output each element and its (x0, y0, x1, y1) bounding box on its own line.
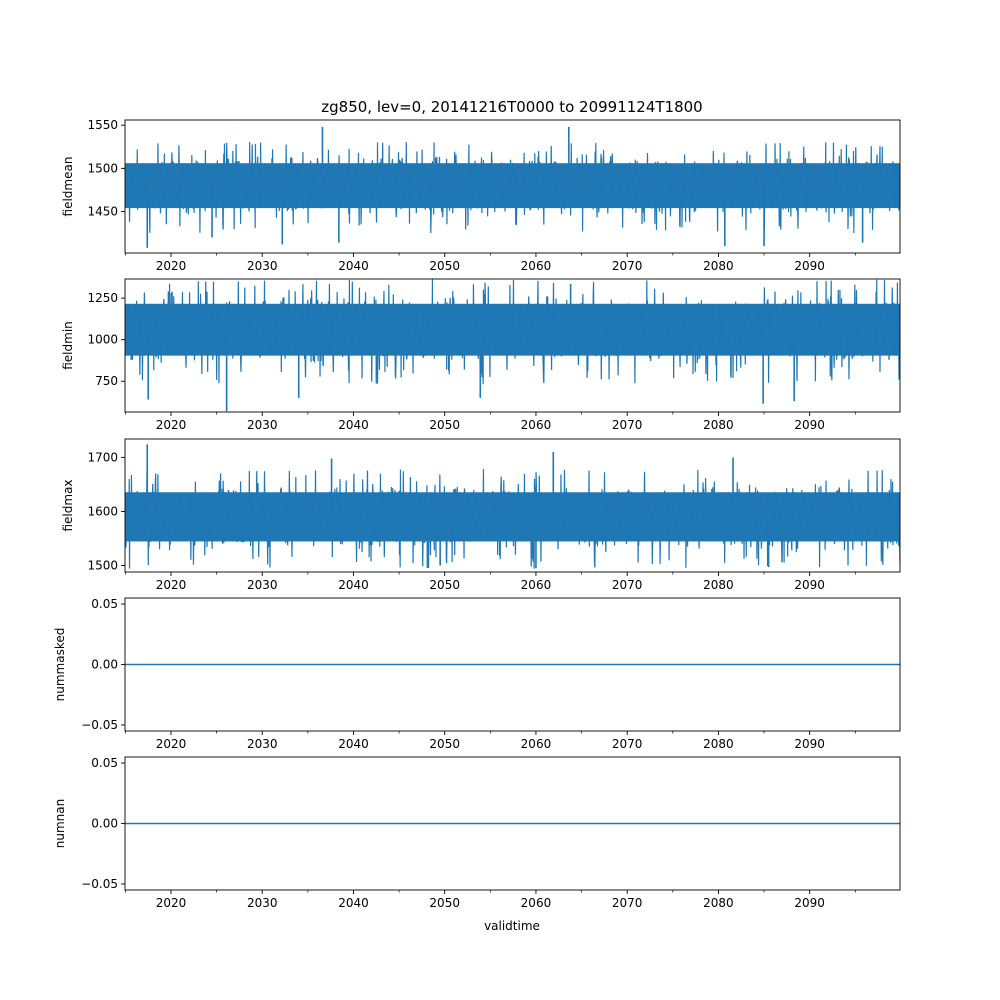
x-tick-label: 2080 (703, 578, 734, 592)
x-tick-label: 2070 (612, 737, 643, 751)
x-tick-label: 2080 (703, 737, 734, 751)
series-fieldmean (125, 126, 900, 248)
subplot-stack: 1450 1500 1550 fieldmean 2020 2030 2040 2050 206… (53, 118, 901, 910)
x-tick-label: 2040 (338, 896, 369, 910)
x-tick-label: 2030 (247, 418, 278, 432)
y-tick-label: 1500 (87, 559, 118, 573)
x-tick-label: 2040 (338, 259, 369, 273)
chart-title: zg850, lev=0, 20141216T0000 to 20991124T… (321, 98, 702, 116)
x-tick-label: 2020 (156, 259, 187, 273)
y-tick-label: −0.05 (81, 877, 118, 891)
series-fieldmax (125, 444, 900, 569)
x-axis-label: validtime (484, 919, 540, 933)
x-tick-label: 2080 (703, 418, 734, 432)
y-tick-label: 0.00 (91, 817, 118, 831)
y-axis-label: numnan (53, 799, 67, 848)
x-tick-label: 2050 (429, 896, 460, 910)
x-tick-label: 2070 (612, 259, 643, 273)
y-tick-label: 1250 (87, 291, 118, 305)
x-tick-label: 2030 (247, 578, 278, 592)
series-line (125, 279, 900, 385)
y-tick-label: 750 (95, 374, 118, 388)
x-tick-label: 2090 (794, 418, 825, 432)
y-axis-label: fieldmean (61, 157, 75, 217)
y-axis-label: nummasked (53, 628, 67, 702)
y-axis-label: fieldmin (61, 321, 75, 370)
x-tick-label: 2020 (156, 418, 187, 432)
panel-frame (124, 278, 901, 413)
x-tick-label: 2050 (429, 578, 460, 592)
y-tick-label: 1550 (87, 118, 118, 132)
panel-fieldmax: 1500 1600 1700 fieldmax 2020 2030 2040 2050 2060… (61, 438, 901, 592)
x-tick-label: 2050 (429, 418, 460, 432)
x-tick-label: 2080 (703, 259, 734, 273)
x-tick-label: 2060 (521, 737, 552, 751)
x-tick-label: 2060 (521, 896, 552, 910)
y-tick-label: 1500 (87, 161, 118, 175)
x-tick-label: 2030 (247, 259, 278, 273)
y-tick-label: 1700 (87, 450, 118, 464)
y-tick-label: 1600 (87, 504, 118, 518)
y-tick-label: 0.05 (91, 756, 118, 770)
x-tick-label: 2090 (794, 578, 825, 592)
y-tick-label: 1000 (87, 333, 118, 347)
panel-fieldmean: 1450 1500 1550 fieldmean 2020 2030 2040 2050 206… (61, 118, 901, 273)
y-tick-label: −0.05 (81, 718, 118, 732)
x-tick-label: 2060 (521, 578, 552, 592)
panel-frame (124, 438, 901, 573)
panel-nummasked: −0.05 0.00 0.05 nummasked 2020 2030 2040 2050 20… (53, 597, 901, 751)
y-tick-label: 1450 (87, 205, 118, 219)
y-tick-label: 0.00 (91, 658, 118, 672)
x-tick-label: 2040 (338, 737, 369, 751)
y-axis-label: fieldmax (61, 479, 75, 531)
x-tick-label: 2090 (794, 737, 825, 751)
x-tick-label: 2040 (338, 578, 369, 592)
x-tick-label: 2070 (612, 578, 643, 592)
x-tick-label: 2070 (612, 418, 643, 432)
series-fieldmin (125, 279, 900, 412)
x-tick-label: 2050 (429, 259, 460, 273)
panel-fieldmin: 750 1000 1250 fieldmin 2020 2030 2040 2050 2060 2… (61, 278, 901, 432)
x-tick-label: 2090 (794, 259, 825, 273)
series-line (125, 469, 900, 569)
x-tick-label: 2080 (703, 896, 734, 910)
x-tick-label: 2050 (429, 737, 460, 751)
x-tick-label: 2020 (156, 578, 187, 592)
x-tick-label: 2030 (247, 737, 278, 751)
panel-numnan: −0.05 0.00 0.05 numnan 2020 2030 2040 2050 2060 2… (53, 756, 901, 910)
x-tick-label: 2020 (156, 737, 187, 751)
x-tick-label: 2070 (612, 896, 643, 910)
x-tick-label: 2040 (338, 418, 369, 432)
x-tick-label: 2020 (156, 896, 187, 910)
series-line (125, 141, 900, 234)
y-tick-label: 0.05 (91, 597, 118, 611)
x-tick-label: 2060 (521, 418, 552, 432)
x-tick-label: 2030 (247, 896, 278, 910)
x-tick-label: 2090 (794, 896, 825, 910)
x-tick-label: 2060 (521, 259, 552, 273)
panel-frame (124, 119, 901, 254)
